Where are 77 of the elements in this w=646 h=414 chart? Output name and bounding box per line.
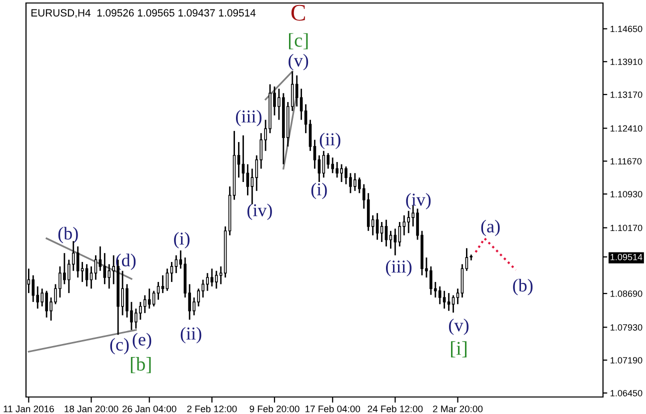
x-tick-label: 2 Mar 20:00 <box>433 406 483 412</box>
candlestick <box>76 246 80 278</box>
y-tick-label: 1.14650 <box>610 26 642 32</box>
y-tick-label: 1.13910 <box>610 58 642 65</box>
annotation: (iii) <box>386 260 412 276</box>
x-tick-label: 17 Feb 04:00 <box>305 405 360 412</box>
candlestick <box>304 104 308 134</box>
candlestick <box>80 261 84 283</box>
annotation: [i] <box>451 341 466 358</box>
candlestick <box>322 150 326 178</box>
candlestick <box>380 221 384 243</box>
annotation: [b] <box>130 357 151 374</box>
annotation: (iv) <box>406 192 431 210</box>
candlestick <box>166 268 169 292</box>
annotation: [c] <box>288 33 308 50</box>
y-tick-label: 1.11670 <box>610 158 642 164</box>
candlestick <box>148 288 151 310</box>
candlestick <box>318 154 321 183</box>
candlestick <box>174 254 178 274</box>
candlestick <box>398 221 402 248</box>
y-tick-label: 1.06450 <box>610 390 642 396</box>
candlestick <box>295 74 298 108</box>
x-tick-label: 11 Jan 2016 <box>4 406 54 412</box>
annotation: (b) <box>58 226 78 244</box>
candlestick <box>94 254 98 280</box>
candlestick <box>108 263 111 290</box>
candlestick <box>438 286 442 305</box>
annotation: (iv) <box>247 204 272 220</box>
annotation: C <box>291 4 305 21</box>
y-tick-label: 1.10930 <box>610 190 642 198</box>
candlestick <box>85 263 88 288</box>
annotation: (a) <box>481 220 500 236</box>
y-tick-label: 1.07930 <box>610 324 642 331</box>
candlestick <box>161 274 164 294</box>
annotation: (i) <box>174 232 190 248</box>
candlestick <box>456 288 460 305</box>
x-tick-label: 2 Feb 12:00 <box>187 405 237 412</box>
y-tick-label: 1.12410 <box>610 125 642 132</box>
candlestick <box>376 212 379 240</box>
candlestick <box>465 248 468 272</box>
candlestick <box>326 152 330 170</box>
annotation: (i) <box>311 182 327 200</box>
annotation: (v) <box>288 54 308 70</box>
annotation: (ii) <box>320 132 340 150</box>
candlestick <box>237 141 240 178</box>
annotation: (b) <box>513 278 533 296</box>
y-tick-label: 1.07190 <box>610 357 642 364</box>
annotation: (c) <box>110 338 129 354</box>
candlestick <box>170 261 174 283</box>
annotation: (ii) <box>180 326 202 344</box>
candlestick <box>313 139 316 170</box>
y-tick-label: 1.13170 <box>610 91 642 98</box>
text: EURUSD,H4 1.09526 1.09565 1.09437 1.09514 <box>31 9 256 18</box>
candlestick <box>90 266 93 290</box>
x-tick-label: 18 Jan 20:00 <box>64 406 118 412</box>
candlestick <box>300 88 303 121</box>
candlestick <box>394 228 397 256</box>
annotation: (iii) <box>236 110 262 126</box>
candlestick <box>246 164 250 196</box>
candlestick <box>452 294 455 314</box>
candlestick <box>384 219 388 248</box>
annotation: (e) <box>132 332 152 350</box>
candlestick <box>442 290 446 310</box>
y-tick-label: 1.10170 <box>610 224 642 232</box>
candlestick <box>242 134 245 183</box>
candlestick <box>156 281 160 300</box>
candlestick <box>98 246 102 272</box>
candlestick <box>152 290 156 308</box>
x-tick-label: 24 Feb 12:00 <box>368 405 423 412</box>
x-tick-label: 9 Feb 20:00 <box>250 405 300 412</box>
y-tick-label: 1.08690 <box>610 290 642 297</box>
candlestick <box>308 119 312 152</box>
candlestick <box>447 292 450 312</box>
x-tick-label: 26 Jan 04:00 <box>122 406 176 412</box>
y-tick-label: 1.09514 <box>610 254 642 260</box>
candlestick <box>103 252 106 285</box>
annotation: (v) <box>449 318 468 336</box>
